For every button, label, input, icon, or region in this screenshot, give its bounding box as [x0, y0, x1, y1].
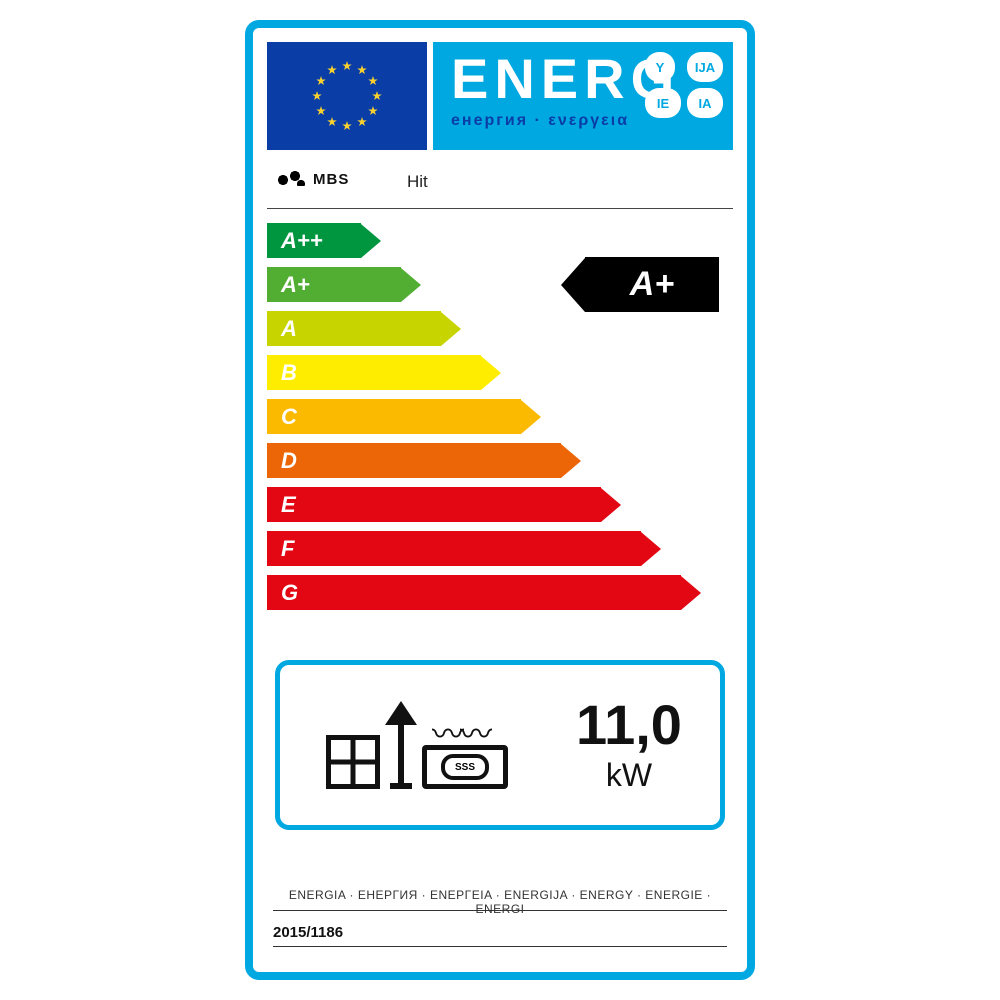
arrow-tip [481, 356, 501, 390]
footer-languages: ENERGIA · ЕНЕРГИЯ · ΕΝΕΡΓΕΙΑ · ENERGIJA … [273, 888, 727, 916]
arrow-tip [441, 312, 461, 346]
class-arrow-label: A [267, 311, 441, 346]
divider [273, 910, 727, 911]
class-arrow-label: D [267, 443, 561, 478]
model-name: Hit [407, 172, 428, 192]
regulation-number: 2015/1186 [273, 924, 343, 941]
heating-icons: 〰〰 SSS [280, 701, 538, 789]
class-arrow-E: E [267, 487, 621, 522]
stove-icon: 〰〰 SSS [422, 709, 508, 789]
power-unit: kW [538, 757, 720, 794]
power-info-box: 〰〰 SSS 11,0 kW [275, 660, 725, 830]
lamp-icon [392, 701, 410, 789]
class-arrow-B: B [267, 355, 501, 390]
class-arrow-label: G [267, 575, 681, 610]
arrow-tip [601, 488, 621, 522]
class-arrow-label: F [267, 531, 641, 566]
arrow-tip [561, 444, 581, 478]
arrow-tip [401, 268, 421, 302]
brand-row: MBS Hit [267, 168, 733, 209]
suffix-pill: IA [687, 88, 723, 118]
rating-label: A+ [585, 257, 719, 312]
arrow-tip [681, 576, 701, 610]
arrow-tip [361, 224, 381, 258]
class-arrow-A: A [267, 311, 461, 346]
window-icon [326, 735, 380, 789]
class-arrow-G: G [267, 575, 701, 610]
power-number: 11,0 [538, 697, 720, 753]
manufacturer-logo: MBS [277, 170, 349, 188]
efficiency-scale: A++ A+ ABCDEFG A+ [267, 223, 733, 643]
energ-subtitle: енергия · ενεργεια [451, 112, 629, 130]
energ-suffixes: Y IJAIEIA [645, 52, 723, 118]
arrow-tip [641, 532, 661, 566]
arrow-tip [521, 400, 541, 434]
class-arrow-label: C [267, 399, 521, 434]
class-arrow-F: F [267, 531, 661, 566]
divider [273, 946, 727, 947]
class-arrow-label: A++ [267, 223, 361, 258]
energy-label: ENERG енергия · ενεργεια YIJAIEIA MBS Hi… [245, 20, 755, 980]
class-arrow-D: D [267, 443, 581, 478]
suffix-pill: IJA [687, 52, 723, 82]
eu-flag-icon [267, 42, 427, 150]
rating-indicator: A+ [561, 257, 719, 312]
class-arrow-label: A+ [267, 267, 401, 302]
suffix-pill: Y [645, 52, 675, 82]
class-arrow-label: E [267, 487, 601, 522]
power-value: 11,0 kW [538, 697, 720, 794]
class-arrow-C: C [267, 399, 541, 434]
class-arrow-Aplus: A+ [267, 267, 421, 302]
header: ENERG енергия · ενεργεια YIJAIEIA [267, 42, 733, 150]
rating-arrow-tip [561, 258, 585, 312]
class-arrow-label: B [267, 355, 481, 390]
class-arrow-Aplusplus: A++ [267, 223, 381, 258]
energ-banner: ENERG енергия · ενεργεια YIJAIEIA [433, 42, 733, 150]
suffix-pill: IE [645, 88, 681, 118]
